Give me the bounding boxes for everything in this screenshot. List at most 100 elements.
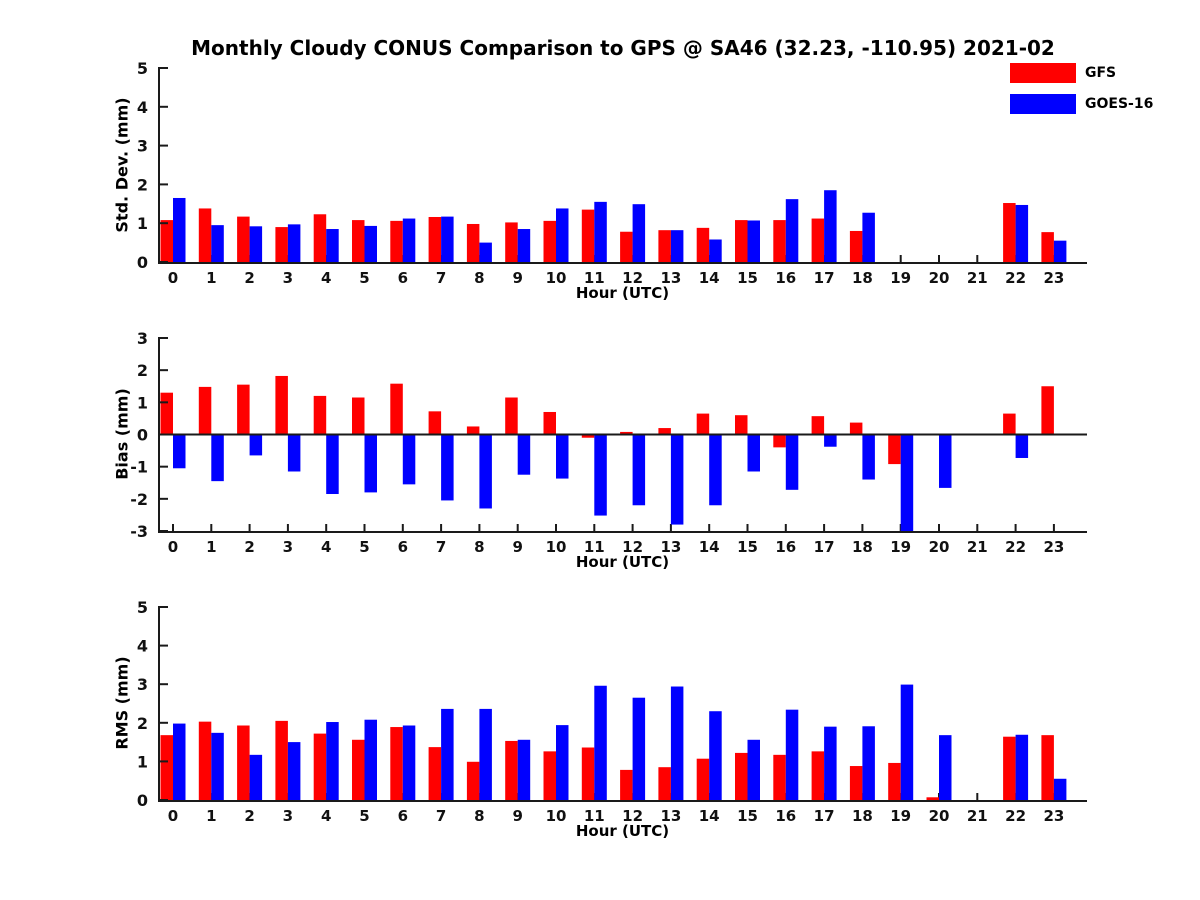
stddev-gfs-bar-h3 — [275, 227, 288, 262]
bias-gfs-bar-h1 — [198, 386, 212, 435]
rms-gfs-bar-h7 — [428, 747, 442, 800]
goes16-color-swatch — [1010, 94, 1076, 114]
legend: GFS GOES-16 — [1010, 63, 1153, 125]
rms-ytick-label: 1 — [137, 752, 148, 771]
bias-gfs-bar-h5 — [352, 397, 365, 435]
rms-xtick-label: 19 — [890, 807, 911, 825]
rms-xtick-label: 0 — [168, 807, 178, 825]
stddev-goes16-bar-h1 — [211, 225, 224, 262]
legend-item-goes16: GOES-16 — [1010, 94, 1153, 114]
bias-gfs-bar-h7 — [428, 411, 442, 435]
stddev-xtick-label: 16 — [775, 269, 796, 287]
bias-xtick-22 — [1014, 524, 1017, 531]
stddev-goes16-bar-h0 — [173, 197, 186, 262]
bias-goes16-bar-h9 — [517, 434, 531, 475]
stddev-goes16-bar-h12 — [632, 204, 646, 262]
stddev-goes16-bar-h7 — [441, 216, 454, 262]
stddev-xtick-label: 7 — [436, 269, 446, 287]
rms-xtick-label: 11 — [584, 807, 605, 825]
rms-gfs-bar-h5 — [352, 739, 365, 800]
bias-gfs-bar-h15 — [735, 415, 748, 435]
stddev-goes16-bar-h13 — [670, 230, 684, 262]
rms-gfs-bar-h13 — [658, 767, 671, 800]
rms-ytick-label: 5 — [137, 598, 148, 617]
bias-gfs-bar-h10 — [543, 411, 556, 435]
stddev-ytick-label: 5 — [137, 59, 148, 78]
bias-xtick-0 — [172, 524, 174, 531]
stddev-gfs-bar-h0 — [160, 220, 173, 262]
bias-gfs-bar-h9 — [505, 397, 518, 435]
stddev-ytick-label: 0 — [137, 253, 148, 272]
bias-goes16-bar-h0 — [173, 434, 186, 469]
stddev-xtick-label: 23 — [1043, 269, 1064, 287]
rms-ytick-5 — [160, 606, 168, 608]
rms-gfs-bar-h4 — [313, 733, 327, 800]
rms-goes16-bar-h3 — [287, 742, 301, 800]
bias-ytick-label: -2 — [130, 490, 148, 509]
bias-ytick-label: -3 — [130, 522, 148, 541]
bias-ytick-label: 3 — [137, 329, 148, 348]
chart-title: Monthly Cloudy CONUS Comparison to GPS @… — [191, 36, 1055, 60]
bias-gfs-bar-h23 — [1041, 386, 1054, 435]
rms-gfs-bar-h1 — [198, 721, 212, 800]
stddev-xtick-label: 8 — [474, 269, 484, 287]
rms-xtick-label: 16 — [775, 807, 796, 825]
bias-xtick-label: 21 — [967, 538, 988, 556]
rms-goes16-bar-h19 — [900, 684, 914, 800]
rms-goes16-bar-h8 — [479, 708, 492, 800]
rms-gfs-bar-h0 — [160, 735, 173, 800]
stddev-xtick-20 — [938, 255, 940, 262]
stddev-xtick-21 — [976, 255, 979, 262]
rms-xtick-label: 15 — [737, 807, 758, 825]
rms-xtick-label: 5 — [359, 807, 369, 825]
rms-goes16-bar-h1 — [211, 732, 224, 800]
bias-xtick-5 — [363, 524, 366, 531]
rms-xtick-21 — [976, 793, 979, 800]
bias-gfs-bar-h19 — [888, 434, 901, 465]
bias-xtick-label: 15 — [737, 538, 758, 556]
bias-gfs-bar-h13 — [658, 428, 671, 435]
rms-goes16-bar-h18 — [862, 726, 875, 800]
rms-goes16-bar-h2 — [249, 754, 263, 800]
stddev-gfs-bar-h16 — [773, 220, 786, 262]
stddev-xtick-label: 18 — [852, 269, 873, 287]
bias-goes16-bar-h4 — [326, 434, 339, 495]
bias-goes16-bar-h19 — [900, 434, 914, 531]
rms-gfs-bar-h8 — [466, 761, 480, 800]
bias-ytick-label: 0 — [137, 426, 148, 445]
stddev-ytick-4 — [160, 105, 168, 108]
legend-item-gfs: GFS — [1010, 63, 1153, 83]
bias-goes16-bar-h14 — [709, 434, 722, 506]
stddev-gfs-bar-h11 — [581, 209, 595, 262]
rms-goes16-bar-h17 — [824, 726, 837, 800]
stddev-ytick-label: 2 — [137, 175, 148, 194]
stddev-gfs-bar-h13 — [658, 230, 671, 262]
gfs-color-swatch — [1010, 63, 1076, 83]
bias-goes16-bar-h8 — [479, 434, 492, 509]
stddev-goes16-bar-h5 — [364, 225, 377, 262]
stddev-ytick-label: 1 — [137, 214, 148, 233]
bias-xtick-label: 20 — [929, 538, 950, 556]
stddev-xtick-label: 12 — [622, 269, 643, 287]
rms-ytick-label: 0 — [137, 791, 148, 810]
bias-xtick-12 — [631, 524, 634, 531]
stddev-goes16-bar-h14 — [709, 239, 722, 262]
bias-goes16-bar-h3 — [287, 434, 301, 472]
rms-gfs-bar-h6 — [390, 727, 403, 800]
bias-xtick-7 — [440, 524, 443, 531]
bias-xtick-label: 7 — [436, 538, 446, 556]
stddev-xtick-label: 20 — [929, 269, 950, 287]
stddev-ytick-2 — [160, 183, 168, 186]
rms-ytick-label: 4 — [137, 637, 148, 656]
stddev-xtick-19 — [899, 255, 902, 262]
stddev-gfs-bar-h7 — [428, 216, 442, 262]
stddev-gfs-bar-h23 — [1041, 232, 1054, 262]
rms-xtick-label: 7 — [436, 807, 446, 825]
rms-xtick-label: 6 — [398, 807, 408, 825]
bias-xtick-label: 23 — [1043, 538, 1064, 556]
bias-gfs-bar-h3 — [275, 375, 288, 435]
bias-xtick-17 — [823, 524, 826, 531]
rms-xtick-label: 17 — [814, 807, 835, 825]
